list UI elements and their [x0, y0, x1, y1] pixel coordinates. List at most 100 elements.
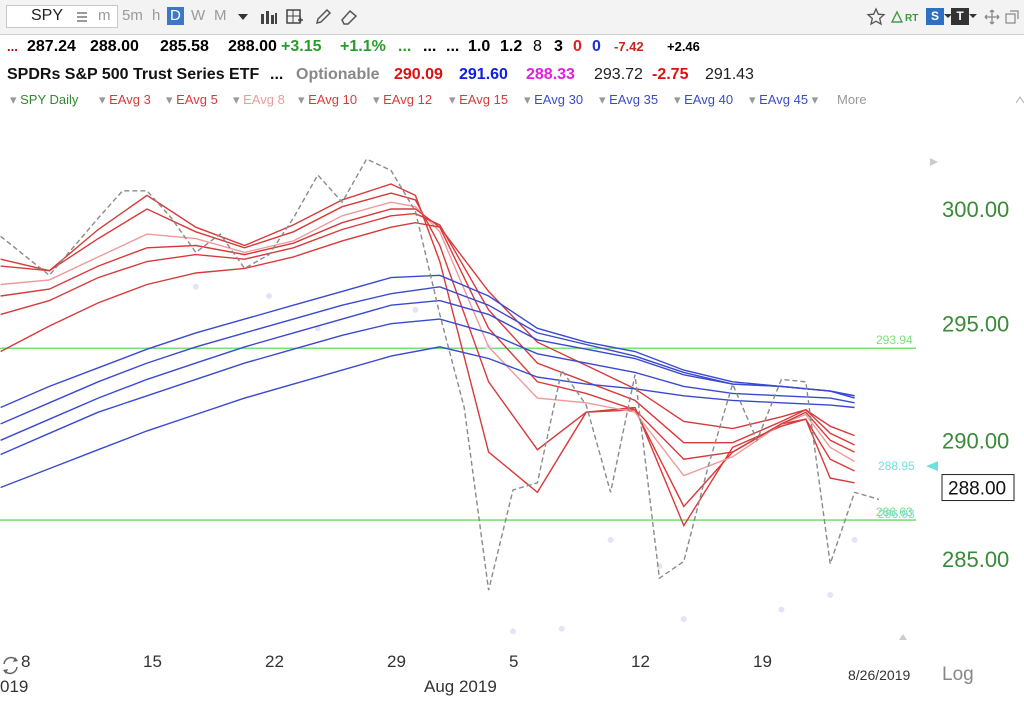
y-tick-label: 295.00	[942, 312, 1009, 337]
refresh-icon[interactable]	[3, 656, 18, 675]
legend-item-label: EAvg 15	[459, 92, 509, 107]
moving-average-line[interactable]	[0, 346, 855, 489]
faint-point	[607, 536, 614, 543]
t-badge[interactable]: T	[951, 8, 969, 25]
s-badge-chevron-icon[interactable]	[944, 12, 952, 20]
more-studies-button[interactable]: More	[837, 92, 867, 107]
price-line-layer	[0, 158, 880, 591]
moving-average-line[interactable]	[0, 318, 855, 456]
x-tick-label: 29	[387, 652, 406, 671]
chevron-down-icon[interactable]	[237, 12, 249, 22]
horizontal-lines: 293.94 286.63	[0, 333, 916, 521]
last-price-box	[941, 474, 1015, 502]
moving-average-line[interactable]	[0, 212, 855, 446]
horizontal-line-label: 286.63	[876, 505, 913, 519]
interval-m[interactable]: m	[98, 7, 111, 24]
legend-item[interactable]: ▾ EAvg 35	[599, 90, 658, 110]
pencil-icon[interactable]	[314, 8, 332, 26]
legend-item[interactable]: ▾ EAvg 8	[233, 90, 285, 110]
legend-chevron-icon[interactable]: ▾	[674, 92, 685, 107]
legend-item[interactable]: ▾ EAvg 12	[373, 90, 432, 110]
legend-item-label: EAvg 10	[308, 92, 358, 107]
t-badge-chevron-icon[interactable]	[969, 12, 977, 20]
grid-add-icon[interactable]	[286, 8, 304, 26]
realtime-label[interactable]: RT	[905, 13, 919, 24]
price-chart[interactable]: 293.94 286.63 300.00 295.00 290.00 285.00 288…	[0, 112, 1024, 702]
y-tick-label: 300.00	[942, 197, 1009, 222]
star-icon[interactable]	[866, 7, 886, 27]
legend-chevron-icon[interactable]: ▾	[808, 92, 819, 107]
interval-mo[interactable]: M	[214, 7, 227, 24]
faint-point	[851, 536, 858, 543]
move-icon[interactable]	[984, 9, 1000, 25]
alert-icon[interactable]	[890, 10, 904, 24]
x-tick-label: 5	[509, 652, 518, 671]
security-name: SPDRs S&P 500 Trust Series ETF	[7, 66, 260, 83]
legend-chevron-icon[interactable]: ▾	[599, 92, 610, 107]
quote-value: 8	[533, 38, 542, 55]
date-readout: 8/26/2019	[848, 667, 910, 683]
quote-value: +1.1%	[340, 38, 386, 55]
detach-icon[interactable]	[1005, 10, 1019, 24]
legend-chevron-icon[interactable]: ▾	[449, 92, 460, 107]
legend-item[interactable]: ▾ EAvg 15	[449, 90, 508, 110]
log-scale-toggle[interactable]: Log	[942, 664, 974, 685]
interval-h[interactable]: h	[152, 7, 161, 24]
price-line[interactable]	[0, 158, 880, 591]
list-icon[interactable]	[76, 11, 88, 23]
legend-item[interactable]: ▾ EAvg 5	[166, 90, 218, 110]
legend-item[interactable]: ▾ SPY Daily	[10, 90, 78, 110]
right-marker-label: 288.95	[878, 459, 915, 473]
s-badge[interactable]: S	[926, 8, 944, 25]
x-tick-label: 22	[265, 652, 284, 671]
moving-average-line[interactable]	[0, 299, 855, 441]
legend-item[interactable]: ▾ EAvg 45 ▾	[749, 90, 818, 110]
interval-5m[interactable]: 5m	[122, 7, 143, 24]
legend-chevron-icon[interactable]: ▾	[166, 92, 177, 107]
legend-item[interactable]: ▾ EAvg 10	[298, 90, 357, 110]
symbol-input[interactable]: SPY	[31, 7, 64, 24]
legend-item[interactable]: ▾ EAvg 3	[99, 90, 151, 110]
legend-chevron-icon[interactable]: ▾	[99, 92, 110, 107]
details-ellipsis: ...	[270, 66, 284, 83]
x-tick-label: 15	[143, 652, 162, 671]
legend-chevron-icon[interactable]: ▾	[749, 92, 760, 107]
y-tick-label: 290.00	[942, 428, 1009, 453]
quote-value: 1.2	[500, 38, 523, 55]
detail-value: 288.33	[526, 66, 575, 83]
y-axis-collapse-icon[interactable]	[1015, 92, 1024, 104]
legend-item[interactable]: ▾ EAvg 40	[674, 90, 733, 110]
legend-chevron-icon[interactable]: ▾	[524, 92, 535, 107]
interval-d[interactable]: D	[167, 7, 184, 25]
quote-value: 3	[554, 38, 563, 55]
symbol-box[interactable]: SPY	[6, 5, 118, 28]
scroll-up-icon[interactable]	[930, 158, 938, 166]
scroll-down-icon[interactable]	[899, 634, 907, 640]
legend-chevron-icon[interactable]: ▾	[233, 92, 244, 107]
legend-item[interactable]: ▾ EAvg 30	[524, 90, 583, 110]
moving-average-line[interactable]	[0, 274, 855, 409]
moving-average-line[interactable]	[0, 208, 855, 460]
legend-item-label: EAvg 40	[684, 92, 734, 107]
quote-value: 0	[592, 38, 601, 55]
faint-point	[266, 292, 272, 299]
x-tick-label: 12	[631, 652, 650, 671]
quote-value: 1.0	[468, 38, 491, 55]
detail-value: 293.72	[594, 66, 643, 83]
interval-w[interactable]: W	[191, 7, 206, 24]
horizontal-line-label: 293.94	[876, 333, 913, 347]
eraser-icon[interactable]	[340, 8, 358, 26]
bar-chart-icon[interactable]	[260, 9, 278, 25]
legend-chevron-icon[interactable]: ▾	[373, 92, 384, 107]
faint-point	[680, 616, 687, 623]
moving-average-line[interactable]	[0, 183, 855, 528]
quote-value: +3.15	[281, 38, 322, 55]
last-price-label: 288.00	[948, 479, 1006, 500]
legend-chevron-icon[interactable]: ▾	[10, 92, 21, 107]
detail-value: -2.75	[652, 66, 689, 83]
quote-row-prices: ... 287.24 288.00 285.58 288.00 +3.15 +1.1%...…	[0, 36, 1024, 58]
optionable-label: Optionable	[296, 66, 380, 83]
legend-chevron-icon[interactable]: ▾	[298, 92, 309, 107]
moving-average-line[interactable]	[0, 201, 855, 477]
legend-item-label: EAvg 5	[176, 92, 218, 107]
